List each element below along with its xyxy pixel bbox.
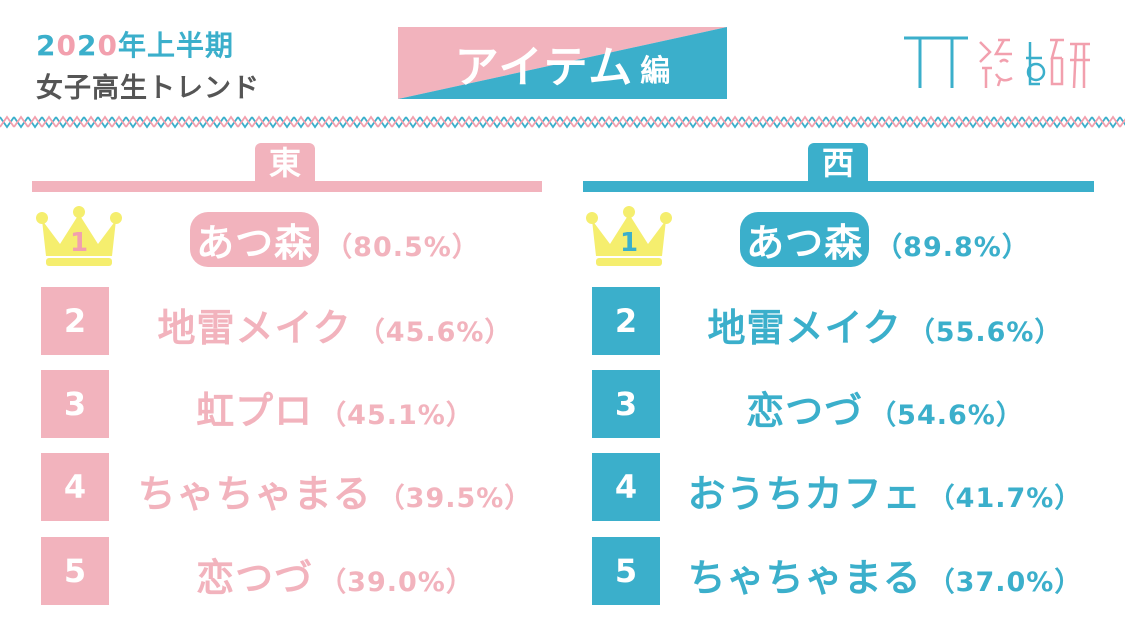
crown-icon — [36, 206, 122, 266]
west-rank-4-item: おうちカフェ （41.7%） — [687, 463, 1083, 518]
category-banner: アイテム 編 — [398, 27, 727, 99]
west-heading: 西 — [808, 143, 868, 183]
west-rank-4-name: おうちカフェ — [687, 472, 922, 516]
year-digit: 2 — [36, 29, 57, 62]
west-rank-1-number: 1 — [619, 228, 639, 258]
west-rank-2-pct: （55.6%） — [907, 317, 1063, 348]
west-rank-2-name: 地雷メイク — [707, 306, 902, 350]
east-rank-4-pct: （39.5%） — [377, 483, 533, 514]
east-rank-2-box: 2 — [41, 287, 109, 355]
east-rank-1-name: あつ森 — [190, 212, 320, 267]
east-heading-bar — [32, 181, 542, 192]
subtitle: 女子高生トレンド — [36, 73, 260, 104]
crown-icon — [586, 206, 672, 266]
west-rank-2-item: 地雷メイク （55.6%） — [690, 297, 1080, 352]
west-rank-3-name: 恋つづ — [746, 389, 864, 433]
east-rank-5-pct: （39.0%） — [319, 567, 474, 598]
year-digit: 2 — [76, 29, 98, 62]
west-heading-label: 西 — [821, 144, 854, 182]
east-rank-4-name: ちゃちゃまる — [137, 472, 372, 516]
east-rank-4-item: ちゃちゃまる （39.5%） — [137, 463, 533, 518]
west-rank-3-item: 恋つづ （54.6%） — [690, 380, 1080, 435]
west-rank-4-pct: （41.7%） — [927, 483, 1083, 514]
east-rank-1-pct: （80.5%） — [325, 232, 480, 263]
year-digit: 0 — [56, 29, 77, 62]
east-rank-5-box: 5 — [41, 537, 109, 605]
banner-suffix: 編 — [640, 54, 671, 89]
west-rank-4-box: 4 — [592, 453, 660, 521]
east-rank-2-name: 地雷メイク — [157, 306, 352, 350]
east-rank-5-name: 恋つづ — [196, 556, 314, 600]
west-rank-5-name: ちゃちゃまる — [687, 556, 922, 600]
east-rank-3-name: 虹プロ — [196, 389, 314, 433]
east-rank-3-item: 虹プロ （45.1%） — [140, 380, 530, 435]
east-heading: 東 — [255, 143, 315, 183]
banner-title: アイテム — [454, 42, 635, 93]
west-rank-2-box: 2 — [592, 287, 660, 355]
east-rank-4-box: 4 — [41, 453, 109, 521]
banner-background — [398, 27, 727, 99]
east-rank-3-pct: （45.1%） — [319, 400, 474, 431]
west-rank-1-name: あつ森 — [740, 212, 870, 267]
zigzag-divider — [0, 115, 1125, 129]
west-rank-3-box: 3 — [592, 370, 660, 438]
east-rank-1-item: あつ森 （80.5%） — [140, 212, 530, 267]
west-rank-3-pct: （54.6%） — [869, 400, 1024, 431]
west-rank-5-item: ちゃちゃまる （37.0%） — [687, 547, 1083, 602]
west-rank-5-pct: （37.0%） — [927, 567, 1083, 598]
east-heading-label: 東 — [268, 144, 301, 182]
west-rank-1-pct: （89.8%） — [875, 232, 1030, 263]
west-rank-5-box: 5 — [592, 537, 660, 605]
east-rank-2-item: 地雷メイク （45.6%） — [140, 297, 530, 352]
east-rank-3-box: 3 — [41, 370, 109, 438]
tt-soken-logo — [900, 28, 1095, 98]
east-rank-5-item: 恋つづ （39.0%） — [140, 547, 530, 602]
east-rank-1-number: 1 — [69, 228, 89, 258]
period-title: 2020年上半期 — [36, 24, 234, 64]
west-heading-bar — [583, 181, 1094, 192]
year-suffix: 年上半期 — [117, 29, 234, 62]
east-rank-2-pct: （45.6%） — [357, 317, 513, 348]
west-rank-1-item: あつ森 （89.8%） — [690, 212, 1080, 267]
year-digit: 0 — [97, 29, 118, 62]
